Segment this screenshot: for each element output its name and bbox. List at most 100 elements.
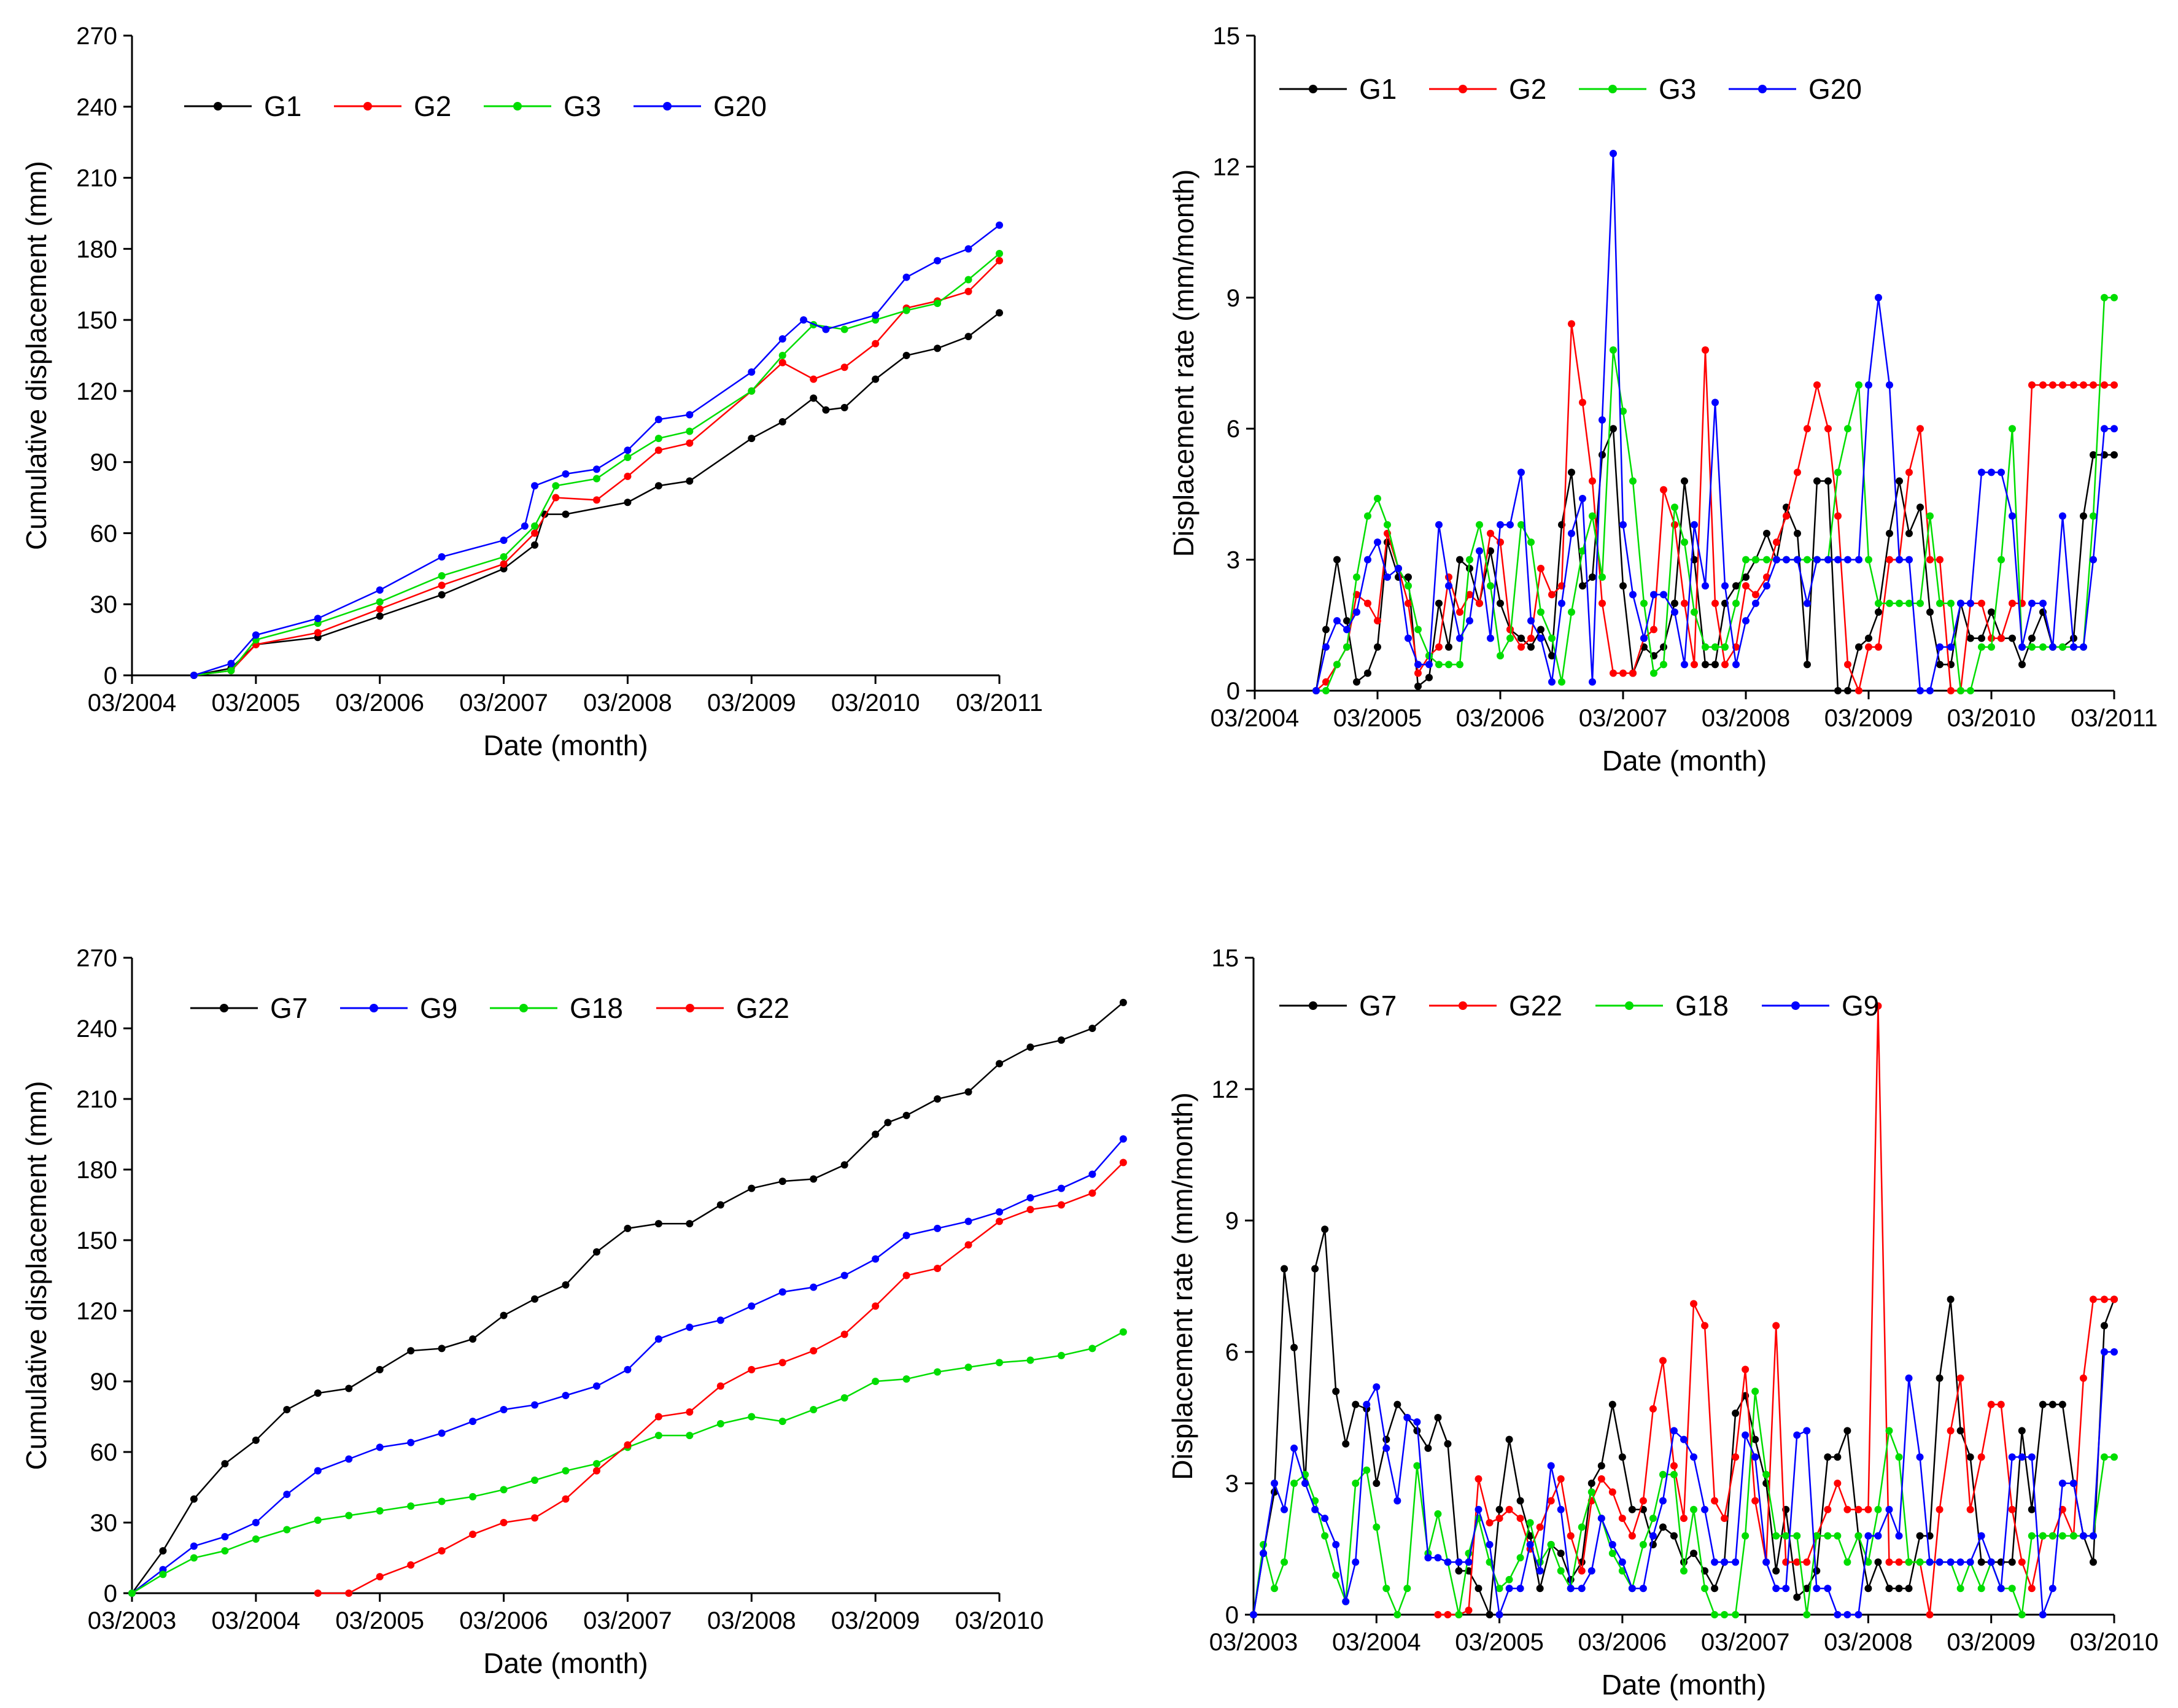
data-point-G9 (1732, 1558, 1740, 1566)
data-point-G9 (1465, 1558, 1473, 1566)
data-point-G7 (934, 1095, 942, 1103)
y-tick-label: 9 (1227, 285, 1240, 312)
data-point-G22 (1536, 1523, 1544, 1531)
data-point-G9 (221, 1533, 229, 1540)
data-point-G9 (1301, 1480, 1309, 1487)
data-point-G1 (1333, 556, 1341, 564)
data-point-G20 (1773, 556, 1780, 564)
data-point-G2 (1875, 643, 1882, 651)
data-point-G9 (686, 1323, 694, 1331)
x-tick-label: 03/2008 (583, 689, 672, 716)
data-point-G3 (2028, 643, 2036, 651)
data-point-G18 (1290, 1480, 1298, 1487)
x-tick-label: 03/2006 (1456, 705, 1545, 732)
data-point-G1 (1988, 608, 1995, 616)
data-point-G3 (1599, 573, 1606, 581)
data-point-G18 (1834, 1532, 1842, 1540)
data-point-G22 (1486, 1519, 1494, 1527)
data-point-G9 (1321, 1515, 1329, 1523)
data-point-G7 (840, 1161, 848, 1169)
data-point-G9 (840, 1271, 848, 1279)
data-point-G9 (1813, 1585, 1821, 1593)
data-point-G9 (1628, 1585, 1636, 1593)
data-point-G18 (1434, 1510, 1442, 1518)
data-point-G20 (1456, 634, 1463, 642)
data-point-G18 (2018, 1611, 2026, 1618)
data-point-G20 (1312, 687, 1320, 694)
data-point-G1 (1834, 687, 1842, 694)
data-point-G20 (1988, 468, 1995, 476)
data-point-G18 (1813, 1532, 1821, 1540)
data-point-G1 (1322, 626, 1330, 634)
x-tick-label: 03/2005 (335, 1607, 424, 1634)
data-point-G3 (1579, 547, 1586, 555)
x-tick-label: 03/2010 (831, 689, 920, 716)
data-point-G1 (1711, 661, 1719, 669)
data-point-G9 (1762, 1558, 1770, 1566)
data-point-G1 (624, 499, 632, 507)
data-point-G1 (1343, 617, 1351, 625)
data-point-G3 (2090, 512, 2097, 520)
data-point-G7 (1947, 1295, 1955, 1303)
data-point-G20 (1364, 556, 1371, 564)
data-point-G22 (902, 1271, 910, 1279)
data-point-G9 (1793, 1431, 1801, 1439)
data-point-G3 (1445, 661, 1452, 669)
data-point-G20 (1998, 468, 2005, 476)
y-tick-label: 240 (76, 94, 117, 121)
data-point-G18 (1670, 1470, 1678, 1478)
data-point-G18 (1864, 1558, 1872, 1566)
legend-label-G3: G3 (564, 90, 601, 122)
data-point-G2 (1886, 556, 1893, 564)
y-tick-label: 0 (104, 662, 117, 689)
data-point-G1 (1425, 673, 1433, 681)
data-point-G20 (2090, 556, 2097, 564)
data-point-G3 (1322, 687, 1330, 694)
data-point-G7 (345, 1384, 353, 1392)
data-point-G18 (748, 1413, 756, 1421)
data-point-G2 (1405, 599, 1412, 607)
y-axis-label: Cumulative displacement (mm) (20, 1081, 52, 1470)
data-point-G9 (810, 1283, 818, 1291)
data-point-G2 (438, 581, 446, 589)
data-point-G2 (964, 287, 972, 295)
data-point-G18 (1751, 1388, 1759, 1396)
data-point-G22 (1578, 1567, 1586, 1575)
data-point-G2 (500, 560, 508, 568)
y-tick-label: 30 (90, 1510, 118, 1537)
data-point-G3 (2039, 643, 2047, 651)
data-point-G18 (1413, 1462, 1421, 1470)
data-point-G9 (2039, 1611, 2047, 1618)
data-point-G9 (1721, 1558, 1729, 1566)
data-point-G1 (2080, 512, 2087, 520)
data-point-G3 (1967, 687, 1974, 694)
data-point-G9 (1413, 1418, 1421, 1426)
data-point-G9 (934, 1224, 942, 1232)
y-tick-label: 12 (1212, 1076, 1239, 1103)
y-axis-label: Displacement rate (mm/month) (1168, 169, 1199, 557)
y-tick-label: 15 (1213, 23, 1241, 50)
legend-marker-G7 (220, 1004, 228, 1012)
data-point-G20 (1405, 634, 1412, 642)
data-point-G22 (2079, 1374, 2087, 1382)
data-point-G22 (778, 1359, 786, 1367)
y-tick-label: 270 (76, 945, 117, 972)
data-point-G3 (1804, 556, 1811, 564)
data-point-G7 (1824, 1453, 1832, 1461)
data-point-G7 (2100, 1322, 2108, 1330)
data-point-G1 (810, 394, 818, 402)
chart-d: 0 3 6 9 12 15 03/2003 03/2004 03/2005 03/2006 03/2… (1089, 890, 2178, 1708)
x-tick-label: 03/2008 (1702, 705, 1791, 732)
data-point-G7 (1587, 1480, 1595, 1487)
data-point-G2 (1998, 634, 2005, 642)
data-point-G2 (1844, 661, 1851, 669)
data-point-G18 (1393, 1611, 1401, 1618)
data-point-G7 (1281, 1265, 1289, 1273)
data-point-G9 (1690, 1453, 1698, 1461)
data-point-G3 (438, 572, 446, 580)
data-point-G3 (1886, 599, 1893, 607)
data-point-G20 (314, 615, 322, 623)
data-point-G18 (2100, 1453, 2108, 1461)
data-point-G22 (1864, 1505, 1872, 1513)
data-point-G18 (1281, 1558, 1289, 1566)
